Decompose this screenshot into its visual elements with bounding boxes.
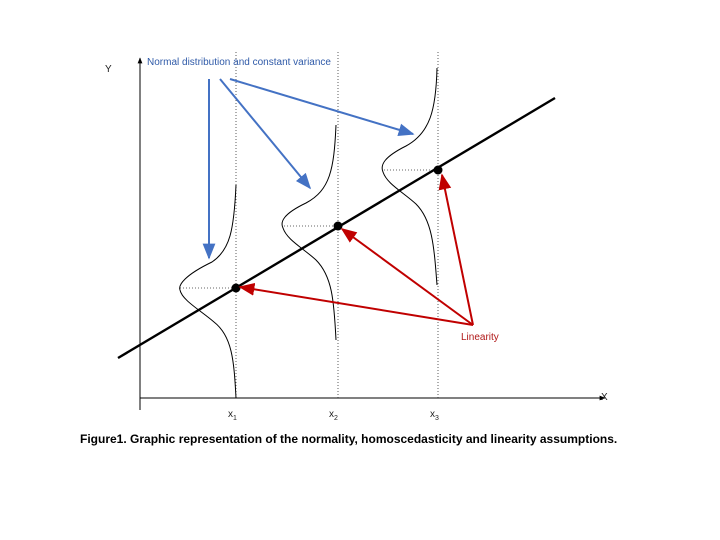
mean-point-1 — [231, 283, 241, 293]
normal-curve-2 — [281, 124, 337, 341]
tick-label-x3: x3 — [430, 409, 439, 422]
tick-label-x2: x2 — [329, 409, 338, 422]
blue-arrow-3 — [229, 78, 415, 136]
x-axis-label: X — [601, 392, 608, 403]
normal-curve-1 — [179, 184, 237, 399]
normal-variance-annotation: Normal distribution and constant varianc… — [147, 57, 331, 68]
red-arrow-2 — [340, 228, 474, 326]
figure-caption: Figure1. Graphic representation of the n… — [80, 432, 617, 446]
mean-point-3 — [433, 165, 443, 175]
tick-label-x1: x1 — [228, 409, 237, 422]
mean-point-2 — [333, 221, 343, 231]
linearity-annotation: Linearity — [461, 332, 499, 343]
red-arrow-3 — [438, 173, 474, 326]
y-axis-label: Y — [105, 64, 112, 75]
blue-arrow-2 — [219, 78, 312, 190]
red-arrow-1 — [238, 283, 474, 326]
normal-curve-3 — [381, 67, 438, 286]
